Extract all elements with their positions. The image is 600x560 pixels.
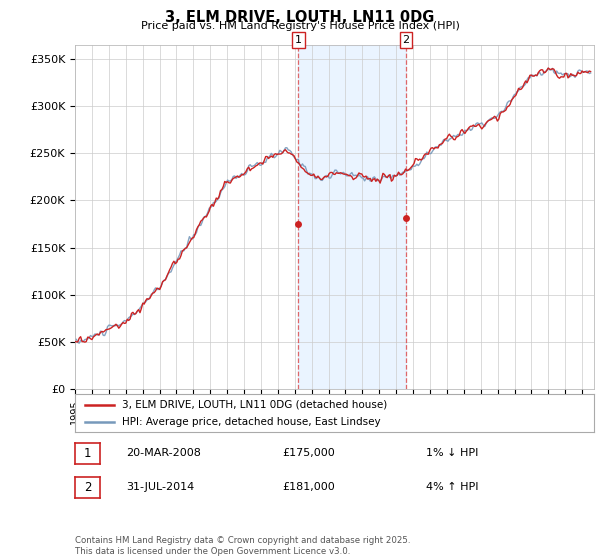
Text: 4% ↑ HPI: 4% ↑ HPI xyxy=(426,482,479,492)
Text: £181,000: £181,000 xyxy=(282,482,335,492)
Text: £175,000: £175,000 xyxy=(282,448,335,458)
Text: 1: 1 xyxy=(295,35,302,45)
Text: 1: 1 xyxy=(84,447,91,460)
Text: 2: 2 xyxy=(84,480,91,494)
Text: 2: 2 xyxy=(403,35,410,45)
Text: 3, ELM DRIVE, LOUTH, LN11 0DG: 3, ELM DRIVE, LOUTH, LN11 0DG xyxy=(166,10,434,25)
Text: Price paid vs. HM Land Registry's House Price Index (HPI): Price paid vs. HM Land Registry's House … xyxy=(140,21,460,31)
Text: 20-MAR-2008: 20-MAR-2008 xyxy=(126,448,201,458)
Text: HPI: Average price, detached house, East Lindsey: HPI: Average price, detached house, East… xyxy=(122,417,380,427)
Text: Contains HM Land Registry data © Crown copyright and database right 2025.
This d: Contains HM Land Registry data © Crown c… xyxy=(75,536,410,556)
Text: 31-JUL-2014: 31-JUL-2014 xyxy=(126,482,194,492)
Text: 3, ELM DRIVE, LOUTH, LN11 0DG (detached house): 3, ELM DRIVE, LOUTH, LN11 0DG (detached … xyxy=(122,399,387,409)
Bar xyxy=(298,45,406,389)
Text: 1% ↓ HPI: 1% ↓ HPI xyxy=(426,448,478,458)
